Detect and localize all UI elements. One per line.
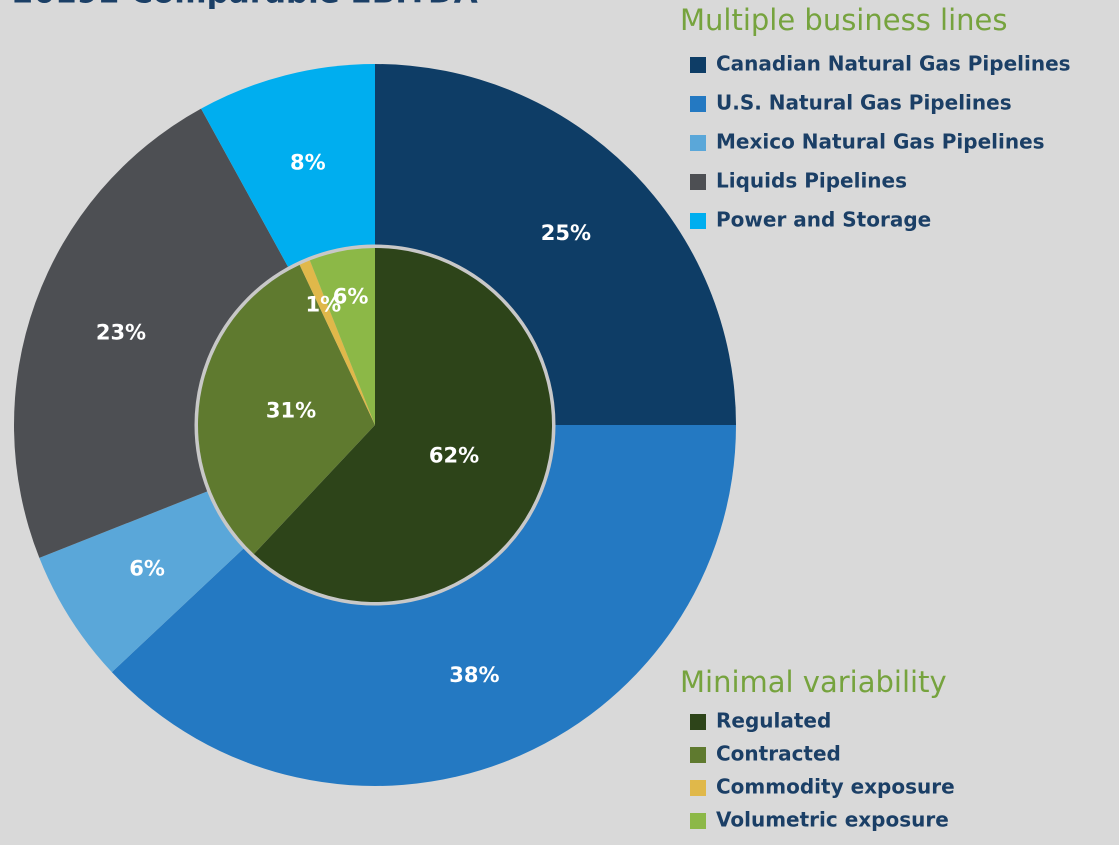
chart-title: 2019E Comparable EBITDA [12, 0, 478, 11]
data-label: 31% [266, 399, 316, 423]
data-label: 25% [541, 221, 591, 245]
legend-swatch [690, 57, 706, 73]
legend-swatch [690, 96, 706, 112]
data-label: 1% [306, 293, 342, 317]
legend-label: Mexico Natural Gas Pipelines [716, 130, 1045, 154]
legend-swatch [690, 714, 706, 730]
legend-label: Canadian Natural Gas Pipelines [716, 52, 1071, 76]
legend-swatch [690, 135, 706, 151]
legend-swatch [690, 174, 706, 190]
slice [111, 425, 736, 787]
data-label: 38% [449, 663, 499, 687]
legend-label: Volumetric exposure [716, 808, 949, 832]
legend-swatch [690, 813, 706, 829]
slice [299, 260, 375, 425]
data-label: 23% [96, 321, 146, 345]
slice [309, 248, 375, 425]
legend-swatch [690, 213, 706, 229]
data-label: 8% [290, 150, 326, 174]
legend-title: Minimal variability [680, 665, 947, 699]
slice [197, 264, 375, 555]
slice [253, 248, 553, 603]
legend-title: Multiple business lines [680, 3, 1007, 37]
legend-label: Regulated [716, 709, 831, 733]
legend-swatch [690, 780, 706, 796]
data-label: 6% [333, 284, 369, 308]
legend-label: Liquids Pipelines [716, 169, 907, 193]
data-label: 62% [429, 443, 479, 467]
legend-label: Power and Storage [716, 208, 931, 232]
legend-label: Contracted [716, 742, 841, 766]
legend-label: Commodity exposure [716, 775, 955, 799]
data-label: 6% [129, 557, 165, 581]
legend-swatch [690, 747, 706, 763]
legend-label: U.S. Natural Gas Pipelines [716, 91, 1012, 115]
